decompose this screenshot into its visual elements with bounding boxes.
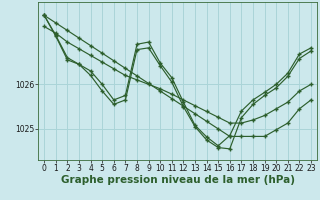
X-axis label: Graphe pression niveau de la mer (hPa): Graphe pression niveau de la mer (hPa): [60, 175, 295, 185]
